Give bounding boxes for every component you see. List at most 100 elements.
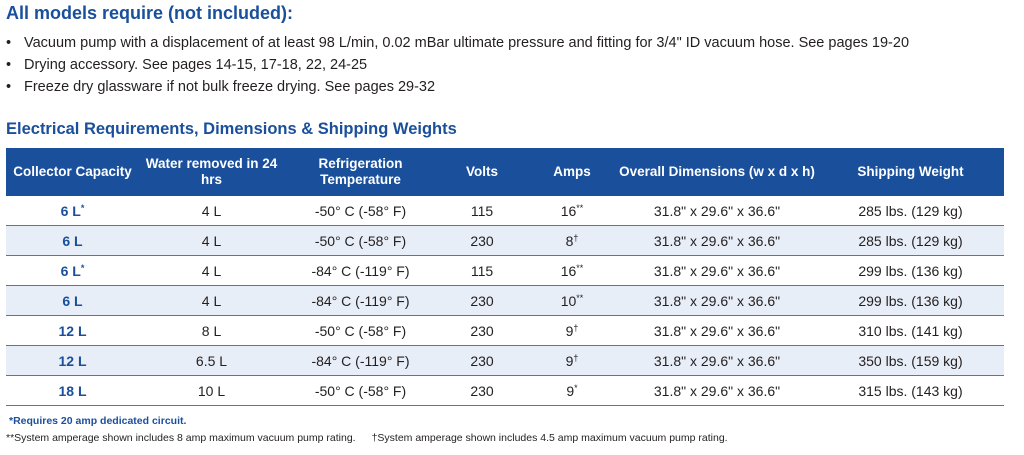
cell-dimensions: 31.8" x 29.6" x 36.6" xyxy=(617,196,817,226)
cell-amps-value: 16 xyxy=(560,202,577,219)
table-row: 6 L 4 L -50° C (-58° F) 230 8† 31.8" x 29.6" … xyxy=(6,225,1004,256)
cell-dimensions: 31.8" x 29.6" x 36.6" xyxy=(617,345,817,376)
header-shipping-weight: Shipping Weight xyxy=(817,148,1004,196)
cell-volts-value: 115 xyxy=(470,262,494,279)
cell-volts-value: 230 xyxy=(470,322,494,339)
cell-amps: 10** xyxy=(527,285,617,316)
cell-capacity: 6 L* xyxy=(6,255,139,286)
cell-volts-value: 230 xyxy=(470,232,494,249)
cell-water-removed-value: 4 L xyxy=(201,202,222,219)
list-item: • Vacuum pump with a displacement of at l… xyxy=(6,32,909,54)
cell-shipping-weight-value: 299 lbs. (136 kg) xyxy=(858,262,963,279)
header-dimensions: Overall Dimensions (w x d x h) xyxy=(617,148,817,196)
header-amps: Amps xyxy=(527,148,617,196)
cell-amps-footnote-mark: ** xyxy=(576,202,584,213)
cell-temperature-value: -50° C (-58° F) xyxy=(314,202,407,219)
cell-amps: 16** xyxy=(527,196,617,226)
cell-dimensions-value: 31.8" x 29.6" x 36.6" xyxy=(653,292,781,309)
cell-shipping-weight-value: 310 lbs. (141 kg) xyxy=(858,322,963,339)
cell-shipping-weight: 299 lbs. (136 kg) xyxy=(817,285,1004,316)
table-body: 6 L* 4 L -50° C (-58° F) 115 16** 31.8" x 29.… xyxy=(6,196,1004,406)
cell-water-removed: 4 L xyxy=(139,196,284,226)
requirements-title: All models require (not included): xyxy=(6,3,294,23)
bullet-icon: • xyxy=(6,79,12,95)
table-header-row: Collector Capacity Water removed in 24 h… xyxy=(6,148,1004,196)
cell-temperature: -84° C (-119° F) xyxy=(284,345,437,376)
cell-temperature: -50° C (-58° F) xyxy=(284,225,437,256)
cell-water-removed: 6.5 L xyxy=(139,345,284,376)
cell-temperature-value: -84° C (-119° F) xyxy=(311,352,410,369)
cell-amps-footnote-mark: ** xyxy=(576,262,584,273)
cell-shipping-weight: 285 lbs. (129 kg) xyxy=(817,225,1004,256)
cell-dimensions-value: 31.8" x 29.6" x 36.6" xyxy=(653,232,781,249)
cell-dimensions: 31.8" x 29.6" x 36.6" xyxy=(617,255,817,286)
cell-volts: 230 xyxy=(437,285,527,316)
cell-volts: 230 xyxy=(437,345,527,376)
cell-shipping-weight-value: 285 lbs. (129 kg) xyxy=(858,202,963,219)
cell-capacity-value: 6 L xyxy=(62,292,83,309)
cell-water-removed: 8 L xyxy=(139,315,284,346)
cell-amps: 16** xyxy=(527,255,617,286)
cell-water-removed: 10 L xyxy=(139,375,284,406)
header-volts: Volts xyxy=(437,148,527,196)
cell-capacity: 12 L xyxy=(6,345,139,376)
cell-water-removed-value: 4 L xyxy=(201,292,222,309)
cell-capacity-value: 6 L xyxy=(60,202,81,219)
cell-water-removed-value: 4 L xyxy=(201,262,222,279)
cell-dimensions: 31.8" x 29.6" x 36.6" xyxy=(617,375,817,406)
cell-water-removed-value: 10 L xyxy=(197,382,226,399)
list-item: • Drying accessory. See pages 14-15, 17-1… xyxy=(6,54,909,76)
cell-amps-value: 10 xyxy=(560,292,577,309)
list-item: • Freeze dry glassware if not bulk freeze… xyxy=(6,76,909,98)
cell-volts: 115 xyxy=(437,255,527,286)
header-temperature: Refrigeration Temperature xyxy=(284,148,437,196)
cell-temperature-value: -84° C (-119° F) xyxy=(311,292,410,309)
cell-dimensions-value: 31.8" x 29.6" x 36.6" xyxy=(653,262,781,279)
specs-table: Collector Capacity Water removed in 24 h… xyxy=(6,148,1004,406)
cell-amps: 8† xyxy=(527,225,617,256)
header-water-removed: Water removed in 24 hrs xyxy=(139,148,284,196)
table-row: 6 L* 4 L -50° C (-58° F) 115 16** 31.8" x 29.… xyxy=(6,196,1004,226)
cell-dimensions: 31.8" x 29.6" x 36.6" xyxy=(617,315,817,346)
cell-water-removed-value: 4 L xyxy=(201,232,222,249)
cell-amps-value: 8 xyxy=(565,232,574,249)
cell-amps: 9† xyxy=(527,315,617,346)
cell-amps-footnote-mark: † xyxy=(573,232,579,243)
cell-water-removed: 4 L xyxy=(139,285,284,316)
cell-shipping-weight: 310 lbs. (141 kg) xyxy=(817,315,1004,346)
cell-temperature-value: -84° C (-119° F) xyxy=(311,262,410,279)
cell-capacity: 6 L* xyxy=(6,196,139,226)
cell-capacity-value: 6 L xyxy=(62,232,83,249)
cell-volts-value: 230 xyxy=(470,382,494,399)
table-row: 6 L 4 L -84° C (-119° F) 230 10** 31.8" x 29.… xyxy=(6,285,1004,316)
cell-volts: 230 xyxy=(437,315,527,346)
footnote-single-star: *Requires 20 amp dedicated circuit. xyxy=(9,415,187,427)
cell-water-removed: 4 L xyxy=(139,255,284,286)
cell-amps-value: 9 xyxy=(565,322,574,339)
cell-dimensions: 31.8" x 29.6" x 36.6" xyxy=(617,225,817,256)
cell-volts: 230 xyxy=(437,375,527,406)
cell-shipping-weight-value: 299 lbs. (136 kg) xyxy=(858,292,963,309)
cell-amps-footnote-mark: † xyxy=(573,352,579,363)
requirement-text: Vacuum pump with a displacement of at le… xyxy=(24,35,910,51)
cell-volts-value: 115 xyxy=(470,202,494,219)
cell-amps-footnote-mark: * xyxy=(574,382,578,393)
cell-shipping-weight: 315 lbs. (143 kg) xyxy=(817,375,1004,406)
cell-volts-value: 230 xyxy=(470,352,494,369)
header-capacity: Collector Capacity xyxy=(6,148,139,196)
cell-dimensions-value: 31.8" x 29.6" x 36.6" xyxy=(653,352,781,369)
cell-shipping-weight: 350 lbs. (159 kg) xyxy=(817,345,1004,376)
cell-temperature: -50° C (-58° F) xyxy=(284,375,437,406)
table-row: 6 L* 4 L -84° C (-119° F) 115 16** 31.8" x 29… xyxy=(6,255,1004,286)
cell-volts-value: 230 xyxy=(470,292,494,309)
cell-temperature: -50° C (-58° F) xyxy=(284,315,437,346)
cell-temperature: -50° C (-58° F) xyxy=(284,196,437,226)
cell-dimensions: 31.8" x 29.6" x 36.6" xyxy=(617,285,817,316)
cell-water-removed-value: 6.5 L xyxy=(195,352,228,369)
cell-capacity-value: 12 L xyxy=(58,322,87,339)
cell-shipping-weight-value: 315 lbs. (143 kg) xyxy=(858,382,963,399)
cell-water-removed: 4 L xyxy=(139,225,284,256)
bullet-icon: • xyxy=(6,35,12,51)
cell-volts: 230 xyxy=(437,225,527,256)
cell-temperature: -84° C (-119° F) xyxy=(284,285,437,316)
